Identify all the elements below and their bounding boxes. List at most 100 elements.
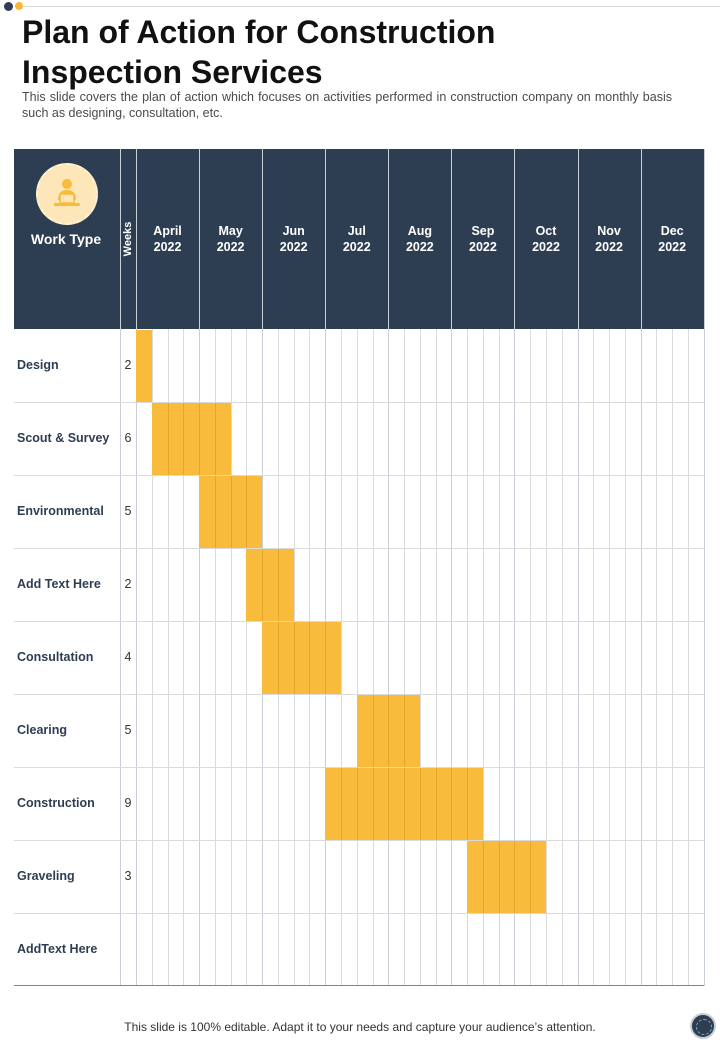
month-name: April	[153, 224, 182, 238]
week-gridline	[356, 329, 358, 986]
row-label: Consultation	[17, 650, 94, 664]
row-weeks-value: 6	[124, 431, 132, 445]
month-header: Aug 2022	[388, 223, 451, 255]
month-name: Jun	[282, 224, 305, 238]
bar-week-divider	[372, 768, 374, 840]
row-divider	[14, 548, 704, 549]
week-gridline	[419, 329, 421, 986]
row-label: AddText Here	[17, 942, 98, 956]
week-gridline	[230, 329, 232, 986]
week-gridline	[246, 329, 248, 986]
month-header: Dec 2022	[641, 223, 704, 255]
gantt-chart: Work Type Weeks April 2022 May 2022 Jun 2022 J…	[14, 149, 705, 986]
row-divider	[14, 475, 704, 476]
month-year: 2022	[532, 240, 560, 254]
month-divider	[640, 149, 642, 986]
bar-week-divider	[467, 768, 469, 840]
bar-week-divider	[451, 768, 453, 840]
bar-week-divider	[309, 622, 311, 694]
bar-week-divider	[293, 622, 295, 694]
week-gridline	[609, 329, 611, 986]
month-divider	[577, 149, 579, 986]
month-year: 2022	[342, 240, 371, 254]
week-gridline	[561, 329, 563, 986]
footer-note: This slide is 100% editable. Adapt it to…	[124, 1020, 596, 1034]
month-year: 2022	[469, 240, 497, 254]
week-gridline	[404, 329, 406, 986]
week-gridline	[214, 329, 216, 986]
page-title: Plan of Action for Construction Inspecti…	[22, 14, 496, 90]
top-divider	[22, 6, 720, 7]
row-weeks-value: 9	[124, 796, 132, 810]
month-name: Sep	[471, 224, 495, 238]
week-gridline	[672, 329, 674, 986]
week-gridline	[546, 329, 548, 986]
week-gridline	[530, 329, 532, 986]
row-weeks-value: 4	[124, 650, 132, 664]
bar-week-divider	[230, 476, 232, 548]
bar-week-divider	[482, 841, 484, 913]
month-year: 2022	[405, 240, 434, 254]
accent-dot-yellow	[15, 2, 23, 10]
month-year: 2022	[216, 240, 245, 254]
week-gridline	[151, 329, 153, 986]
month-header: Jun 2022	[262, 223, 325, 255]
month-divider	[325, 149, 327, 986]
bar-week-divider	[419, 768, 421, 840]
bar-week-divider	[199, 403, 201, 475]
row-divider	[14, 621, 704, 622]
week-gridline	[656, 329, 658, 986]
table-bottom-line	[14, 985, 704, 986]
bar-week-divider	[214, 476, 216, 548]
row-divider	[14, 913, 704, 914]
page-subtitle: This slide covers the plan of action whi…	[22, 90, 672, 120]
gantt-bar	[136, 330, 152, 402]
row-weeks-value: 5	[124, 723, 132, 737]
bar-week-divider	[277, 549, 279, 621]
week-gridline	[372, 329, 374, 986]
month-name: Oct	[535, 224, 557, 238]
week-gridline	[482, 329, 484, 986]
gantt-header	[14, 149, 704, 329]
gantt-bar	[199, 476, 263, 548]
column-divider	[136, 149, 137, 986]
bar-week-divider	[325, 622, 327, 694]
month-header: Jul 2022	[325, 223, 388, 255]
bar-week-divider	[435, 768, 437, 840]
week-gridline	[687, 329, 689, 986]
month-name: Dec	[660, 224, 684, 238]
row-label: Environmental	[17, 504, 104, 518]
row-divider	[14, 694, 704, 695]
gantt-bar	[467, 841, 546, 913]
bar-week-divider	[530, 841, 532, 913]
row-weeks-value: 5	[124, 504, 132, 518]
month-year: 2022	[658, 240, 687, 254]
gantt-bar	[151, 403, 231, 475]
bar-week-divider	[388, 768, 390, 840]
month-name: Nov	[597, 224, 621, 238]
bar-week-divider	[404, 695, 406, 767]
gantt-bar	[356, 695, 420, 767]
month-year: 2022	[153, 240, 182, 254]
month-name: Aug	[407, 224, 432, 238]
month-divider	[199, 149, 201, 986]
bar-week-divider	[262, 549, 264, 621]
row-divider	[14, 767, 704, 768]
gantt-bar	[262, 622, 341, 694]
month-header: Sep 2022	[451, 223, 514, 255]
month-divider	[451, 149, 453, 986]
row-label: Add Text Here	[17, 577, 101, 591]
weeks-header-text: Weeks	[122, 221, 134, 257]
month-divider	[388, 149, 390, 986]
page-badge	[690, 1013, 716, 1039]
month-divider	[703, 149, 705, 986]
week-gridline	[341, 329, 342, 986]
month-name: Jul	[347, 224, 366, 238]
bar-week-divider	[498, 841, 500, 913]
month-divider	[514, 149, 516, 986]
month-name: May	[218, 224, 243, 238]
bar-week-divider	[514, 841, 516, 913]
month-header: Oct 2022	[514, 223, 577, 255]
week-gridline	[593, 329, 595, 986]
week-gridline	[467, 329, 469, 986]
